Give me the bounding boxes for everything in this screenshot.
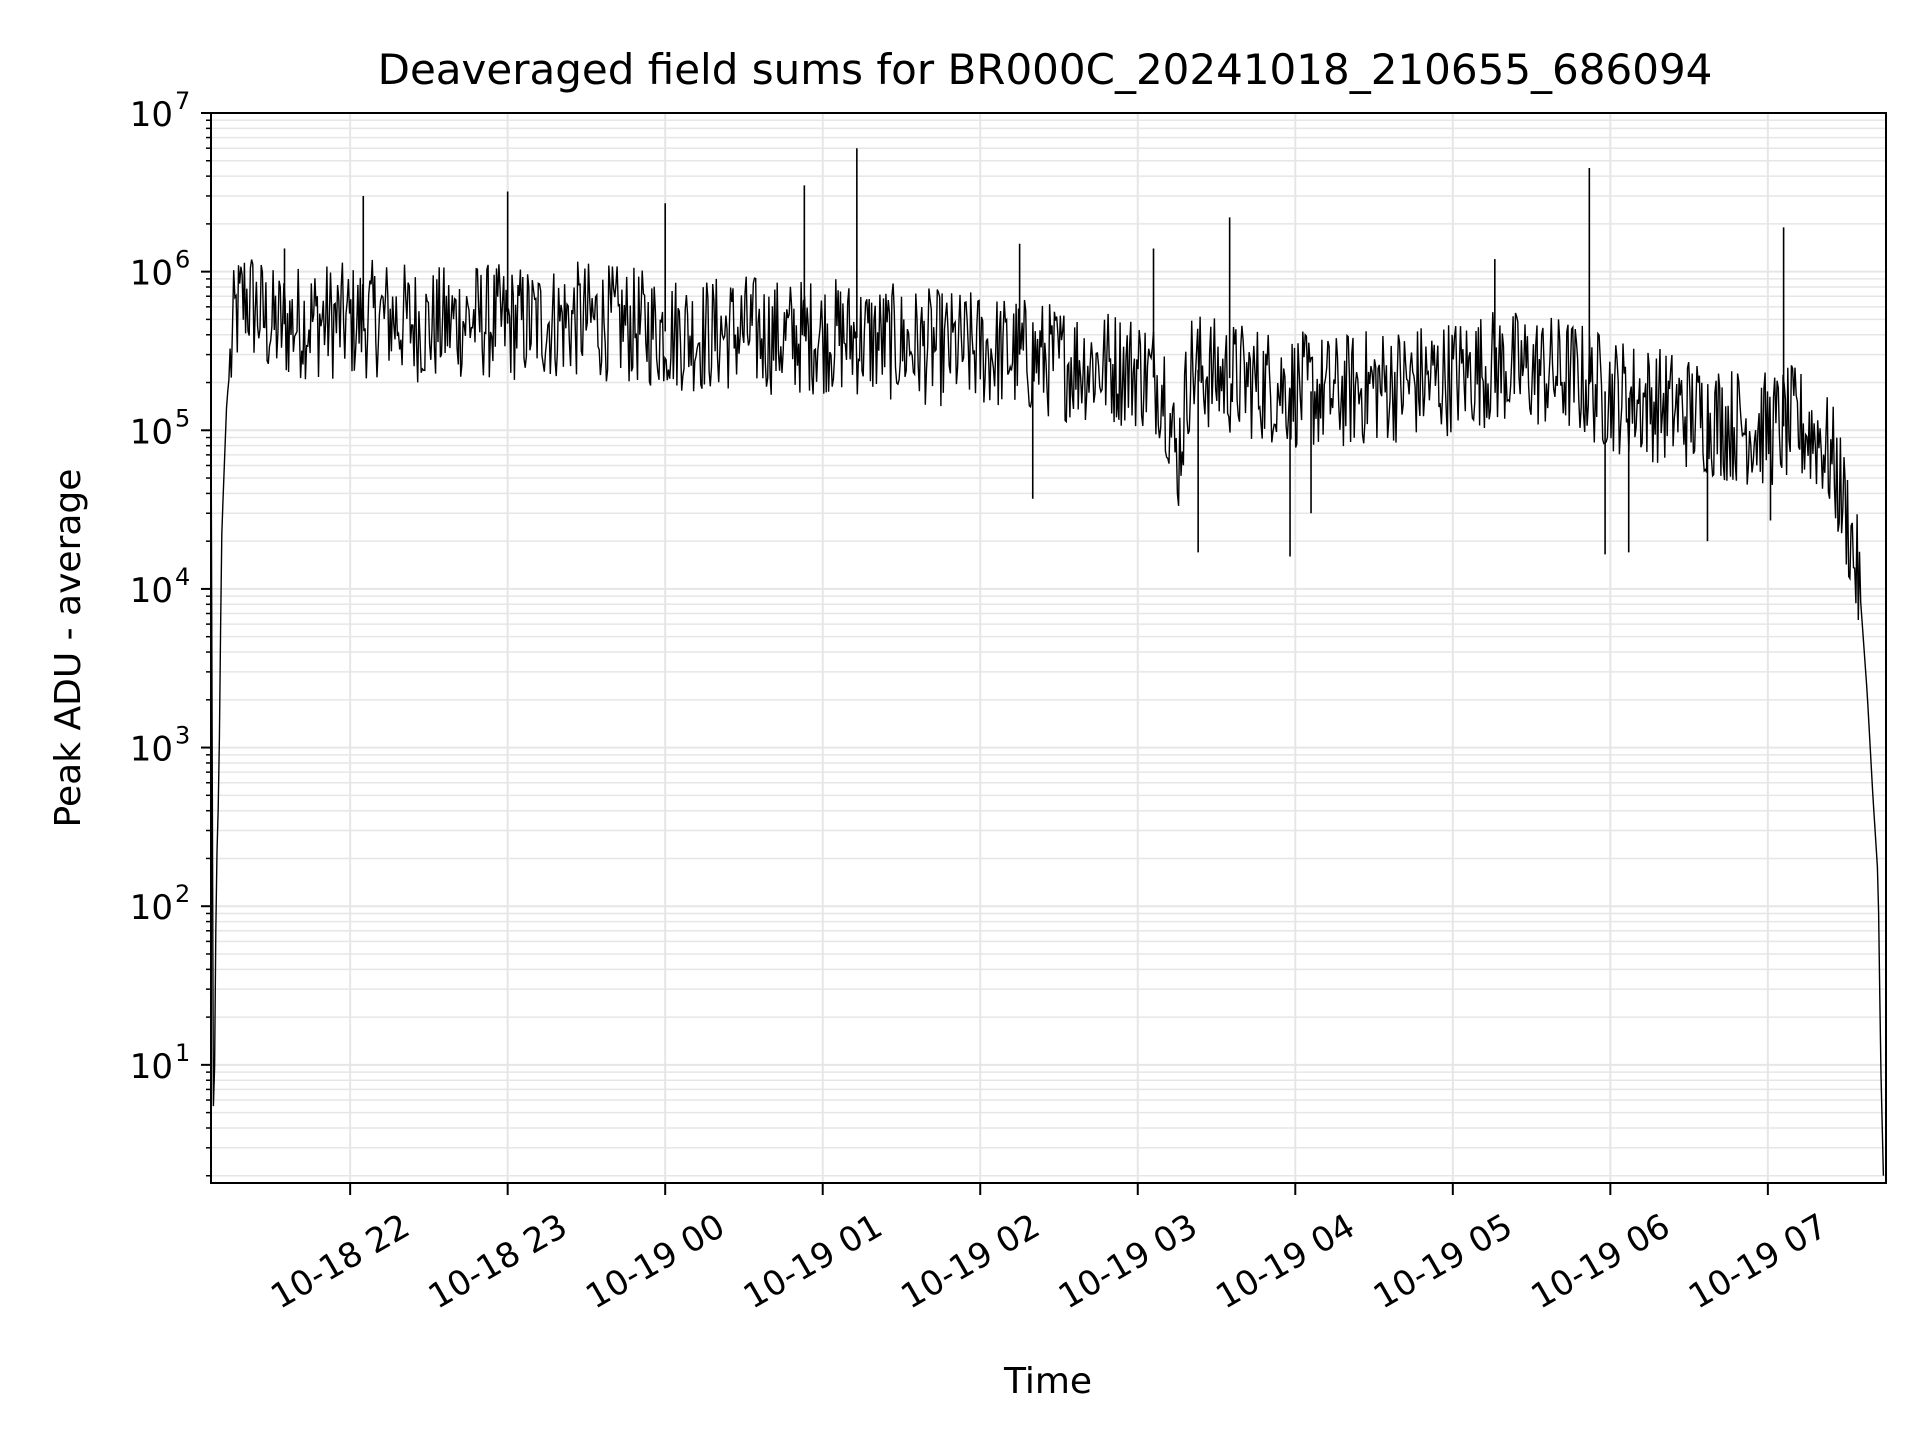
y-axis-label: Peak ADU - average <box>48 469 89 828</box>
y-tick-label: 10 <box>130 571 173 611</box>
x-axis-label: Time <box>1003 1361 1092 1402</box>
plot-area <box>211 113 1886 1183</box>
y-tick-exponent: 2 <box>175 880 190 908</box>
y-tick-exponent: 4 <box>175 563 190 591</box>
y-tick-label: 10 <box>130 888 173 928</box>
data-layer <box>210 148 1885 1176</box>
y-tick-label: 10 <box>130 1047 173 1087</box>
y-tick-label: 10 <box>130 412 173 452</box>
y-tick-label: 10 <box>130 730 173 770</box>
y-tick-exponent: 6 <box>175 246 190 274</box>
minor-gridlines <box>211 119 1886 1177</box>
y-tick-exponent: 5 <box>175 404 190 432</box>
y-tick-exponent: 1 <box>175 1039 190 1067</box>
y-tick-exponent: 3 <box>175 722 190 750</box>
y-tick-label: 10 <box>130 254 173 294</box>
y-tick-label: 10 <box>130 95 173 135</box>
plot-frame <box>210 112 1887 1184</box>
y-tick-exponent: 7 <box>175 87 190 115</box>
chart-title: Deaveraged field sums for BR000C_2024101… <box>378 45 1713 94</box>
